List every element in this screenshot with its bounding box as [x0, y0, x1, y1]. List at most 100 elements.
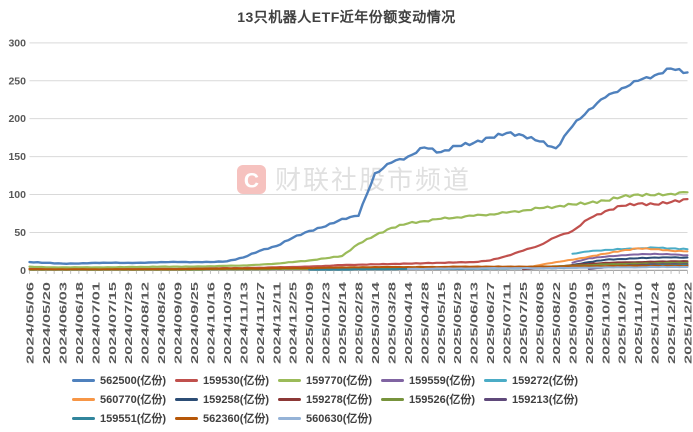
x-axis-label: 2024/08/12	[140, 282, 152, 364]
legend-label: 159770(亿份)	[306, 375, 373, 387]
x-axis-label: 2024/07/29	[123, 282, 135, 364]
legend-item-562500: 562500(亿份)	[72, 371, 175, 389]
x-axis-label: 2025/10/27	[617, 282, 629, 364]
legend-swatch	[72, 397, 95, 401]
legend-swatch	[278, 416, 301, 420]
y-axis-label: 150	[8, 151, 26, 163]
legend-label: 159213(亿份)	[512, 394, 579, 406]
y-axis-label: 50	[14, 227, 26, 239]
legend-label: 560770(亿份)	[100, 394, 167, 406]
x-axis-label: 2025/07/25	[518, 282, 530, 364]
series-line-560770	[522, 247, 689, 270]
legend-item-159526: 159526(亿份)	[381, 390, 484, 408]
legend-item-159559: 159559(亿份)	[381, 371, 484, 389]
x-axis-label: 2025/09/19	[584, 282, 596, 364]
x-axis-ticks	[29, 270, 688, 274]
x-axis-label: 2025/01/09	[304, 282, 316, 364]
y-axis-labels: 0 50 100 150 200 250 300	[8, 37, 26, 277]
x-axis-label: 2024/09/09	[173, 282, 185, 364]
legend-item-159258: 159258(亿份)	[175, 390, 278, 408]
y-axis-label: 100	[8, 189, 26, 201]
x-axis-label: 2024/05/06	[25, 282, 37, 364]
legend-item-159530: 159530(亿份)	[175, 371, 278, 389]
x-axis-label: 2025/04/28	[419, 282, 431, 364]
legend-label: 562360(亿份)	[203, 413, 270, 425]
x-axis-label: 2025/08/22	[551, 282, 563, 364]
x-axis-label: 2024/08/26	[156, 282, 168, 364]
legend-label: 159272(亿份)	[512, 375, 579, 387]
legend-swatch	[175, 397, 198, 401]
legend-swatch	[381, 378, 404, 382]
x-axis-labels: 2024/05/06 2024/05/20 2024/06/03 2024/06/18…	[25, 282, 693, 364]
x-axis-label: 2024/11/13	[238, 282, 250, 364]
x-axis-label: 2024/06/03	[57, 282, 69, 364]
x-axis-label: 2024/06/18	[74, 282, 86, 364]
x-axis-label: 2024/09/25	[189, 282, 201, 364]
series-line-560630	[406, 265, 689, 270]
x-axis-label: 2025/09/05	[567, 282, 579, 364]
legend-swatch	[175, 416, 198, 420]
x-axis-label: 2024/10/16	[205, 282, 217, 364]
x-axis-label: 2025/04/14	[403, 282, 415, 364]
x-axis-label: 2025/12/22	[683, 282, 693, 364]
x-axis-label: 2025/11/24	[650, 282, 662, 364]
x-axis-label: 2024/12/25	[288, 282, 300, 364]
x-axis-label: 2025/05/15	[436, 282, 448, 364]
legend-label: 159551(亿份)	[100, 413, 167, 425]
legend-swatch	[484, 378, 507, 382]
series-line-159272	[571, 246, 689, 255]
series-line-562500	[28, 67, 689, 265]
watermark-logo	[237, 165, 266, 194]
legend-swatch	[278, 378, 301, 382]
legend-item-560770: 560770(亿份)	[72, 390, 175, 408]
legend-swatch	[381, 397, 404, 401]
x-axis-label: 2024/11/27	[255, 282, 267, 364]
x-axis-label: 2025/03/14	[370, 282, 382, 364]
x-axis-label: 2025/03/28	[386, 282, 398, 364]
x-axis-label: 2025/02/28	[354, 282, 366, 364]
legend-item-159770: 159770(亿份)	[278, 371, 381, 389]
legend-label: 159258(亿份)	[203, 394, 270, 406]
x-axis-label: 2024/07/15	[107, 282, 119, 364]
legend-item-159213: 159213(亿份)	[484, 390, 587, 408]
legend-item-159278: 159278(亿份)	[278, 390, 381, 408]
y-axis-label: 300	[8, 37, 26, 49]
y-axis-label: 250	[8, 75, 26, 87]
legend-swatch	[278, 397, 301, 401]
legend-label: 560630(亿份)	[306, 413, 373, 425]
x-axis-label: 2024/07/01	[90, 282, 102, 364]
legend-item-159272: 159272(亿份)	[484, 371, 587, 389]
x-axis-label: 2024/10/30	[222, 282, 234, 364]
legend-swatch	[72, 416, 95, 420]
legend-label: 159526(亿份)	[409, 394, 476, 406]
legend: 562500(亿份) 159530(亿份) 159770(亿份) 159559(亿份)…	[72, 371, 587, 427]
series-lines	[28, 67, 689, 271]
legend-item-560630: 560630(亿份)	[278, 409, 381, 427]
x-axis-label: 2024/05/20	[41, 282, 53, 364]
legend-label: 159530(亿份)	[203, 375, 270, 387]
legend-label: 159559(亿份)	[409, 375, 476, 387]
x-axis-label: 2025/12/08	[666, 282, 678, 364]
legend-label: 562500(亿份)	[100, 375, 167, 387]
y-axis-label: 200	[8, 113, 26, 125]
legend-swatch	[72, 378, 95, 382]
legend-swatch	[484, 397, 507, 401]
x-axis-label: 2025/02/14	[337, 282, 349, 364]
legend-label: 159278(亿份)	[306, 394, 373, 406]
y-axis-label: 0	[20, 265, 26, 277]
x-axis-label: 2025/10/13	[600, 282, 612, 364]
series-line-159770	[28, 191, 689, 269]
watermark: C 财联社股市频道	[237, 165, 469, 195]
x-axis-label: 2025/07/11	[502, 282, 514, 364]
series-line-159559	[571, 252, 689, 264]
series-line-562360	[28, 264, 689, 271]
x-axis-label: 2025/06/13	[469, 282, 481, 364]
x-axis-label: 2024/12/11	[271, 282, 283, 364]
legend-item-562360: 562360(亿份)	[175, 409, 278, 427]
legend-swatch	[175, 378, 198, 382]
x-axis-label: 2025/05/29	[452, 282, 464, 364]
gridlines	[29, 42, 688, 271]
x-axis-label: 2025/08/08	[534, 282, 546, 364]
